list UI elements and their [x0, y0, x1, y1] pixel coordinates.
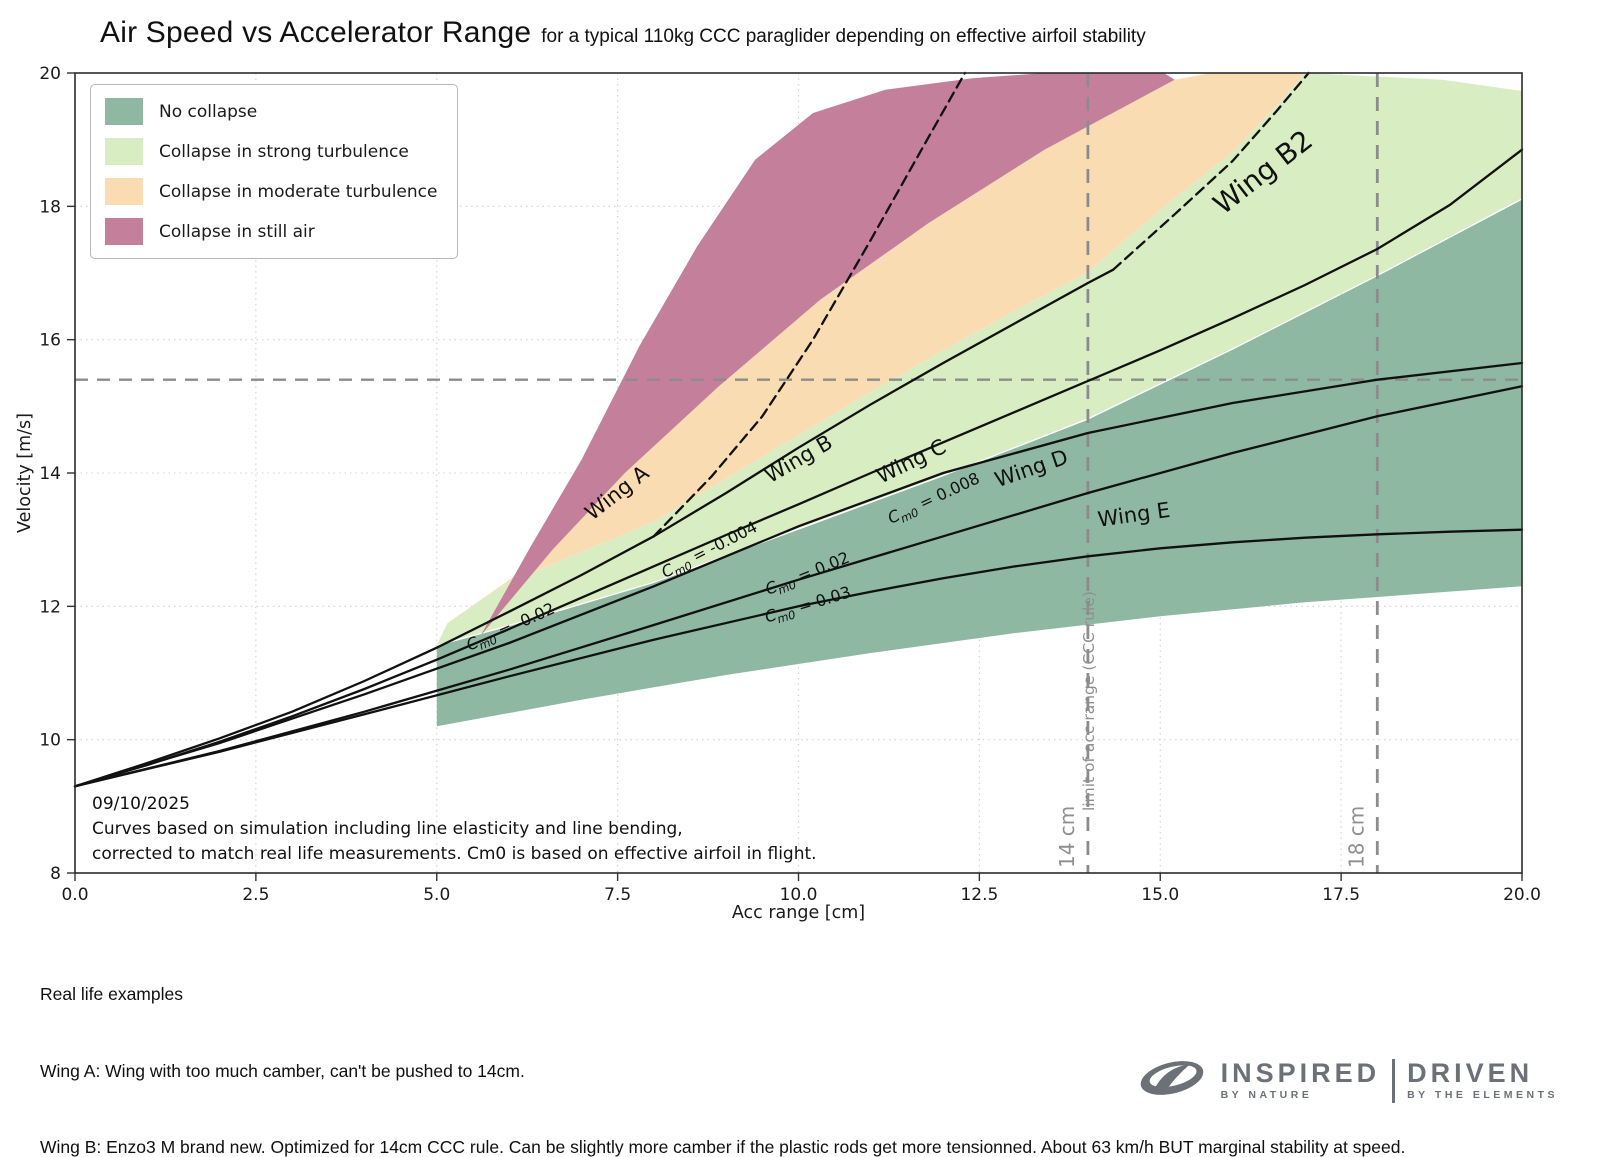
examples-heading: Real life examples	[40, 984, 183, 1004]
y-tick-label: 10	[39, 731, 61, 751]
x-tick-label: 20.0	[1503, 885, 1541, 905]
note-line: corrected to match real life measurement…	[92, 844, 817, 864]
legend-label: No collapse	[159, 101, 258, 122]
region-collapse-in-moderate-turbulence	[447, 73, 1306, 623]
chart-note: 09/10/2025 Curves based on simulation in…	[92, 792, 817, 867]
ref-sublabel-14-cm: limit of acc range (CCC rule)	[1080, 591, 1098, 811]
curve-wing-a-extrapolated	[652, 71, 967, 538]
x-axis-label: Acc range [cm]	[732, 903, 865, 923]
legend-item-collapse-in-strong-turbulence: Collapse in strong turbulence	[105, 138, 437, 165]
legend-label: Collapse in strong turbulence	[159, 141, 409, 162]
curve-wing-b2-extrapolated	[1112, 71, 1310, 271]
curve-wing-c	[73, 361, 1524, 788]
y-tick-label: 16	[39, 331, 61, 351]
y-tick-label: 20	[39, 64, 61, 84]
y-axis-label: Velocity [m/s]	[15, 413, 35, 533]
logo-word-driven: DRIVEN	[1407, 1058, 1534, 1089]
page-title: Air Speed vs Accelerator Range	[100, 16, 532, 49]
real-life-examples: Real life examples Wing A: Wing with too…	[40, 931, 1405, 1157]
legend-swatch	[105, 138, 143, 165]
legend-swatch	[105, 178, 143, 205]
x-tick-label: 2.5	[242, 885, 269, 905]
curve-wing-b2	[652, 268, 1115, 538]
ref-label-18-cm: 18 cm	[1344, 806, 1368, 868]
x-tick-label: 12.5	[960, 885, 998, 905]
region-collapse-in-still-air	[480, 73, 1175, 637]
brand-logo: INSPIRED BY NATURE DRIVEN BY THE ELEMENT…	[1137, 1056, 1558, 1105]
x-tick-label: 0.0	[61, 885, 88, 905]
x-tick-label: 7.5	[604, 885, 631, 905]
curve-wing-a	[73, 535, 655, 788]
example-line: Wing B: Enzo3 M brand new. Optimized for…	[40, 1137, 1406, 1157]
logo-sub-by-the-elements: BY THE ELEMENTS	[1407, 1089, 1558, 1102]
chart: 14 cm limit of acc range (CCC rule) 18 cm W…	[15, 16, 1541, 923]
legend-swatch	[105, 98, 143, 125]
legend-swatch	[105, 218, 143, 245]
ref-label-14-cm: 14 cm	[1055, 806, 1079, 868]
legend-label: Collapse in still air	[159, 221, 315, 242]
y-tick-label: 8	[50, 864, 61, 884]
logo-sub-by-nature: BY NATURE	[1220, 1089, 1313, 1102]
x-tick-label: 17.5	[1322, 885, 1360, 905]
logo-divider	[1392, 1058, 1396, 1103]
curve-wing-b	[73, 148, 1524, 788]
x-tick-label: 5.0	[423, 885, 450, 905]
legend: No collapse Collapse in strong turbulence…	[90, 84, 459, 259]
logo-word-inspired: INSPIRED	[1220, 1058, 1381, 1089]
page-subtitle: for a typical 110kg CCC paraglider depen…	[541, 26, 1146, 47]
legend-label: Collapse in moderate turbulence	[159, 181, 438, 202]
plot-frame	[74, 72, 1523, 874]
region-collapse-in-strong-turbulence	[436, 73, 1522, 645]
legend-item-no-collapse: No collapse	[105, 98, 437, 125]
legend-item-collapse-in-moderate-turbulence: Collapse in moderate turbulence	[105, 178, 437, 205]
chart-title: Air Speed vs Accelerator Range for a typ…	[100, 16, 1146, 50]
y-tick-label: 12	[39, 597, 61, 617]
curve-wing-e	[73, 528, 1524, 788]
legend-item-collapse-in-still-air: Collapse in still air	[105, 218, 437, 245]
note-date: 09/10/2025	[92, 794, 190, 814]
curve-wing-d	[73, 385, 1524, 788]
y-tick-label: 14	[39, 464, 61, 484]
x-tick-label: 10.0	[780, 885, 818, 905]
example-line: Wing A: Wing with too much camber, can't…	[40, 1060, 525, 1081]
y-tick-label: 18	[39, 197, 61, 217]
x-tick-label: 15.0	[1141, 885, 1179, 905]
logo-swoosh-icon	[1137, 1056, 1207, 1105]
note-line: Curves based on simulation including lin…	[92, 819, 683, 839]
